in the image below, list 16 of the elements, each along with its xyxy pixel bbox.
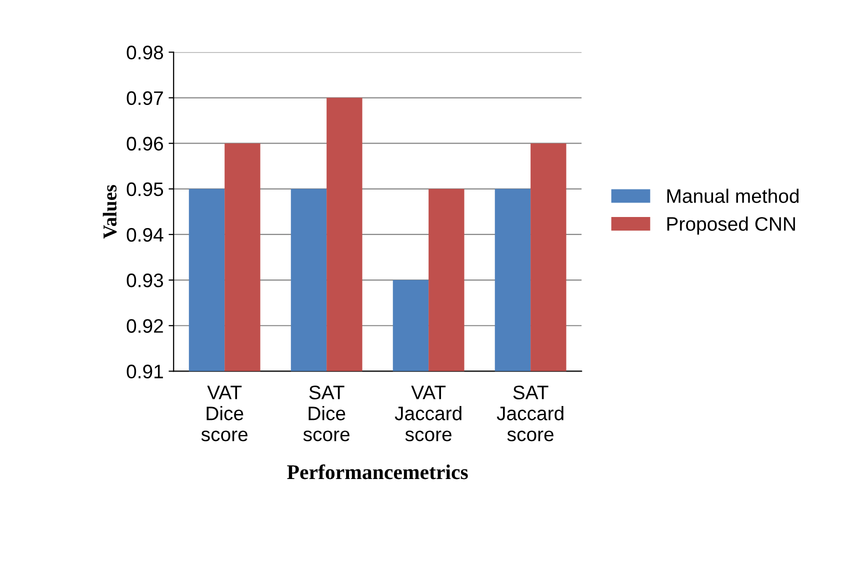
y-tick-label: 0.94 bbox=[126, 228, 164, 242]
y-tick-label: 0.96 bbox=[126, 136, 164, 151]
legend-label: Manual method bbox=[667, 188, 799, 203]
y-tick-label: 0.92 bbox=[126, 319, 163, 333]
y-tick-label: 0.91 bbox=[126, 364, 163, 378]
x-tick-label: SAT Jaccard score bbox=[496, 386, 564, 442]
x-tick-label: VAT Jaccard score bbox=[394, 386, 462, 442]
y-tick-label: 0.95 bbox=[126, 182, 164, 196]
x-tick-label: VAT Dice score bbox=[201, 386, 248, 442]
y-axis-title: Values bbox=[102, 184, 117, 239]
x-axis-title: Performancemetrics bbox=[287, 464, 468, 480]
y-tick-label: 0.98 bbox=[126, 46, 164, 60]
y-tick-label: 0.93 bbox=[126, 274, 164, 288]
y-tick-label: 0.97 bbox=[126, 91, 163, 106]
legend-label: Proposed CNN bbox=[667, 216, 795, 235]
x-tick-label: SAT Dice score bbox=[303, 386, 350, 442]
